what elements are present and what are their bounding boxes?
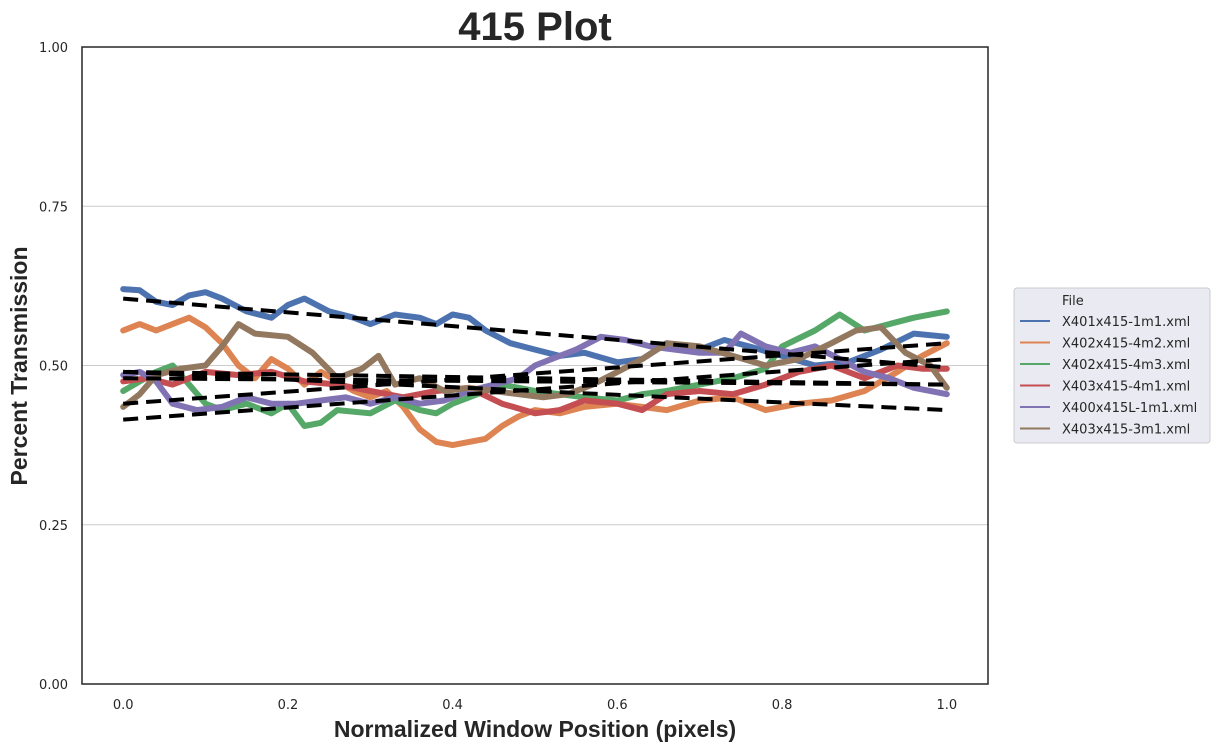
y-tick-label: 0.75 [39, 200, 68, 215]
legend-label: X401x415-1m1.xml [1062, 315, 1190, 330]
chart-title: 415 Plot [458, 5, 611, 49]
legend-title: File [1062, 294, 1084, 309]
x-tick-label: 0.2 [278, 698, 299, 713]
y-tick-label: 1.00 [39, 41, 68, 56]
trend-line [123, 296, 947, 370]
legend-label: X403x415-4m1.xml [1062, 380, 1190, 395]
y-axis-label: Percent Transmission [6, 246, 32, 485]
legend-label: X402x415-4m3.xml [1062, 358, 1190, 373]
legend: File X401x415-1m1.xmlX402x415-4m2.xmlX40… [1013, 287, 1211, 444]
x-tick-label: 0.4 [442, 698, 463, 713]
plot-frame [81, 46, 989, 685]
x-tick-label: 0.6 [607, 698, 628, 713]
y-tick-label: 0.00 [39, 678, 68, 693]
x-tick-label: 0.8 [772, 698, 793, 713]
series-line [120, 286, 950, 369]
legend-label: X403x415-3m1.xml [1062, 423, 1190, 438]
x-tick-label: 1.0 [936, 698, 957, 713]
legend-box [1013, 287, 1211, 444]
y-tick-label: 0.50 [39, 360, 68, 375]
legend-label: X400x415L-1m1.xml [1062, 401, 1197, 416]
legend-items: X401x415-1m1.xml X402x415-4m2.xml X402x415… [1020, 315, 1197, 438]
x-axis-label: Normalized Window Position (pixels) [334, 716, 736, 742]
y-tick-label: 0.25 [39, 519, 68, 534]
x-axis-ticks: 0.0 0.2 0.4 0.6 0.8 1.0 [113, 698, 957, 713]
x-tick-label: 0.0 [113, 698, 134, 713]
legend-label: X402x415-4m2.xml [1062, 337, 1190, 352]
series-line [120, 314, 950, 449]
y-axis-ticks: 0.00 0.25 0.50 0.75 1.00 [39, 41, 68, 693]
series-line [120, 330, 950, 414]
